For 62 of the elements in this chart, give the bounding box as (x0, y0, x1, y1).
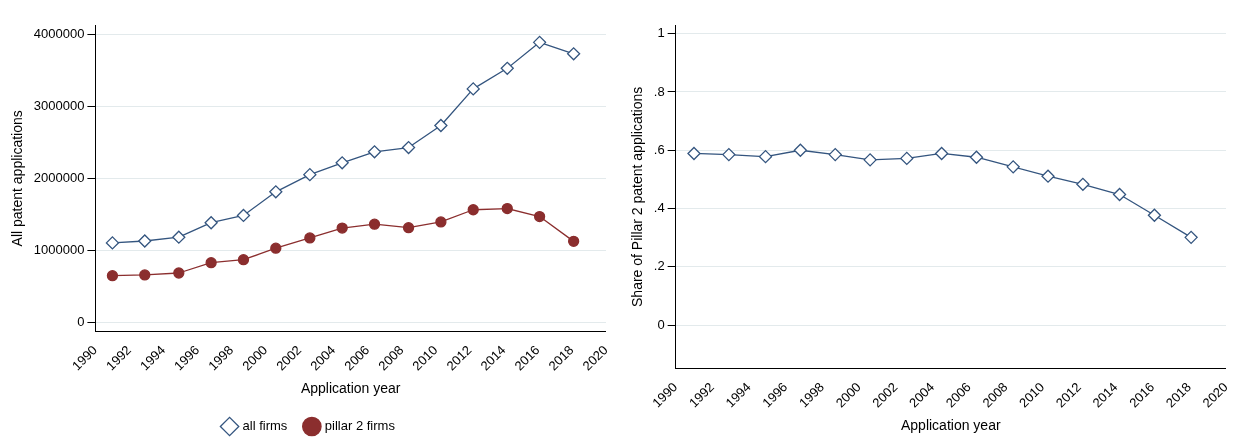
point (368, 218, 381, 230)
point (204, 216, 218, 230)
x-axis-title: Application year (300, 380, 401, 397)
point (1112, 187, 1127, 202)
point (900, 151, 914, 166)
point (106, 270, 119, 282)
y-tick-label: 0 (657, 316, 665, 332)
point (269, 185, 283, 199)
point (501, 202, 513, 215)
point (336, 222, 348, 234)
point (236, 208, 251, 223)
point (270, 242, 282, 254)
point (1076, 177, 1090, 191)
point (934, 146, 949, 161)
y-axis-title: All patent applications (9, 110, 26, 247)
y-tick-label: .4 (653, 200, 665, 216)
point (466, 82, 480, 96)
point (500, 61, 514, 75)
y-tick-label: .8 (653, 83, 665, 99)
point (758, 150, 773, 164)
point (172, 230, 186, 244)
point (139, 269, 151, 281)
point (205, 257, 217, 269)
x-axis-title: Application year (900, 417, 1001, 434)
y-tick-label: .2 (653, 258, 665, 274)
point (722, 147, 736, 162)
y-tick-label: 1000000 (33, 242, 85, 258)
point (402, 222, 415, 234)
point (533, 210, 546, 223)
legend-label: all firms (242, 418, 288, 434)
point (532, 35, 547, 50)
y-tick-label: 4000000 (33, 25, 85, 41)
point (173, 267, 185, 279)
legend-label: pillar 2 firms (324, 418, 396, 434)
point (969, 150, 984, 164)
point (105, 236, 120, 250)
point (1184, 230, 1198, 244)
point (687, 146, 701, 161)
point (303, 168, 317, 182)
point (401, 140, 416, 155)
point (793, 143, 808, 157)
y-tick-label: 0 (77, 314, 85, 330)
point (567, 235, 580, 248)
point (434, 118, 448, 133)
point (435, 216, 447, 228)
y-tick-label: .6 (653, 141, 665, 157)
point (1147, 208, 1162, 222)
y-tick-label: 1 (657, 25, 665, 41)
y-axis-title: Share of Pillar 2 patent applications (629, 86, 646, 307)
point (863, 153, 877, 167)
point (1006, 160, 1020, 174)
point (828, 147, 842, 162)
point (237, 254, 250, 266)
point (138, 234, 152, 248)
point (1041, 169, 1055, 183)
point (335, 156, 349, 170)
y-tick-label: 3000000 (33, 98, 85, 113)
point (304, 232, 316, 244)
point (566, 47, 581, 61)
point (467, 204, 479, 216)
point (367, 145, 382, 159)
y-tick-label: 2000000 (33, 170, 85, 186)
